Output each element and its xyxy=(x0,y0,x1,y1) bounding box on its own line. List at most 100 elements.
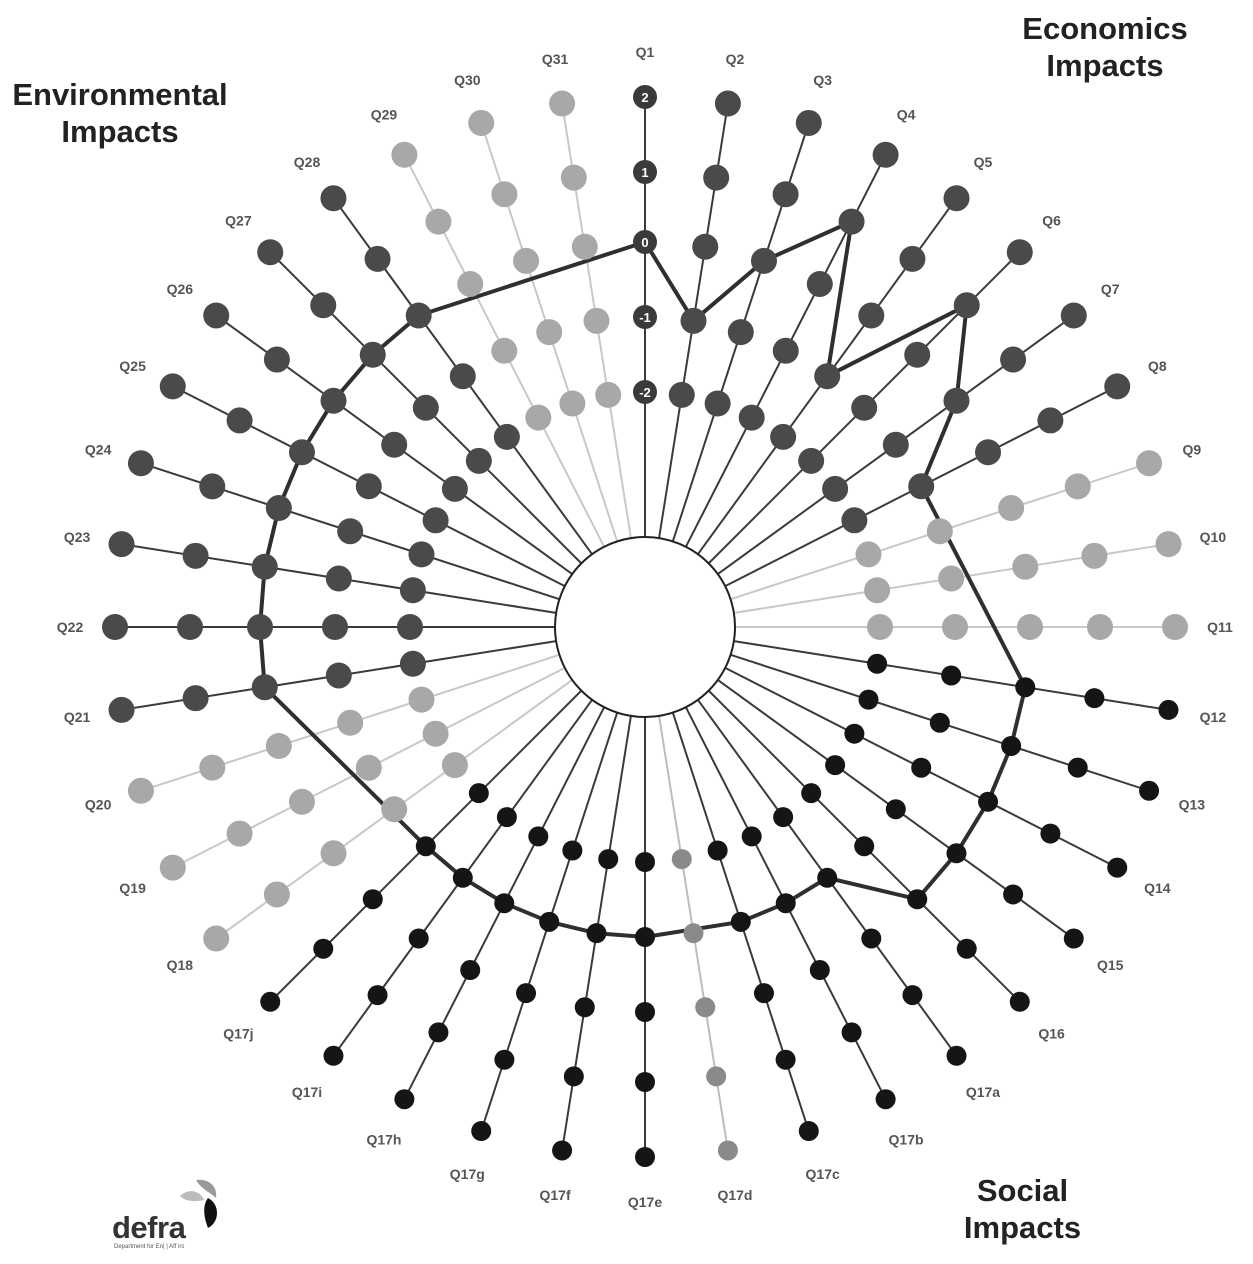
spoke-label-q12: Q12 xyxy=(1200,709,1227,725)
dot-q6-level-0 xyxy=(904,341,931,368)
spoke-label-q17e: Q17e xyxy=(628,1194,662,1210)
dot-q11-level-2 xyxy=(1162,614,1188,640)
dot-q15-level--2 xyxy=(825,755,846,776)
spoke-label-q10: Q10 xyxy=(1200,529,1227,545)
dot-q14-level--2 xyxy=(844,723,865,744)
dot-q6-level--1 xyxy=(851,394,878,421)
spoke-label-q18: Q18 xyxy=(167,957,194,973)
dot-q4-level--1 xyxy=(772,337,799,364)
dot-q8-level-1 xyxy=(1037,407,1064,434)
spoke-label-q31: Q31 xyxy=(542,51,569,67)
dot-q26-level-0 xyxy=(320,387,347,414)
dot-q17e-level-0 xyxy=(635,1002,655,1022)
dot-q17c-level-2 xyxy=(798,1121,819,1142)
environmental-impacts-label: Environmental Impacts xyxy=(5,76,235,150)
spoke-label-q25: Q25 xyxy=(119,358,146,374)
scale-label-1: 1 xyxy=(641,165,648,180)
dot-q26-level--1 xyxy=(381,431,408,458)
spoke-label-q6: Q6 xyxy=(1042,212,1061,228)
dot-q17i-level--2 xyxy=(496,807,517,828)
dot-q10-level-0 xyxy=(1012,553,1039,580)
dot-q22-level--1 xyxy=(322,614,348,640)
dot-q13-level-2 xyxy=(1139,780,1160,801)
dot-q17a-level-2 xyxy=(946,1045,967,1066)
spoke-label-q4: Q4 xyxy=(897,107,916,123)
dot-q25-level--2 xyxy=(422,507,449,534)
dot-q18-level-0 xyxy=(320,840,347,867)
dot-q29-level-1 xyxy=(425,208,452,235)
dot-q24-level--1 xyxy=(337,518,364,545)
spoke-label-q17c: Q17c xyxy=(806,1166,840,1182)
dot-q17j-level-2 xyxy=(260,991,281,1012)
dot-q18-level--2 xyxy=(441,752,468,779)
dot-q17e-level-1 xyxy=(635,1072,655,1092)
dot-q14-level-1 xyxy=(1040,823,1061,844)
defra-logo: defra Department for En| | Aff irs xyxy=(112,1176,242,1264)
dot-q17g-level--1 xyxy=(539,911,560,932)
dot-q18-level-1 xyxy=(263,881,290,908)
spoke-label-q19: Q19 xyxy=(119,880,146,896)
dot-q17e-level-2 xyxy=(635,1147,655,1167)
dot-q17b-level-1 xyxy=(841,1022,862,1043)
dot-q29-level--2 xyxy=(525,404,552,431)
dot-q24-level--2 xyxy=(408,541,435,568)
social-label-line1: Social xyxy=(976,1173,1069,1208)
spoke-label-q17h: Q17h xyxy=(366,1131,401,1147)
dot-q12-level--2 xyxy=(867,653,888,674)
dot-q11-level--2 xyxy=(867,614,893,640)
dot-q17i-level-0 xyxy=(408,928,429,949)
dot-q25-level--1 xyxy=(355,473,382,500)
dot-q17f-level-1 xyxy=(563,1066,584,1087)
dot-q17f-level--2 xyxy=(598,849,619,870)
dot-q19-level--2 xyxy=(422,720,449,747)
dot-q17h-level--2 xyxy=(528,826,549,847)
dot-q17b-level--1 xyxy=(775,893,796,914)
dot-q20-level-2 xyxy=(127,777,154,804)
spoke-label-q17i: Q17i xyxy=(292,1084,322,1100)
dot-q16-level--2 xyxy=(801,783,822,804)
dot-q14-level--1 xyxy=(911,757,932,778)
dot-q4-level-0 xyxy=(806,270,833,297)
dot-q9-level--1 xyxy=(926,518,953,545)
dot-q1-level-1 xyxy=(633,160,657,184)
dot-q6-level-1 xyxy=(953,292,980,319)
dot-q9-level-1 xyxy=(1064,473,1091,500)
dot-q23-level-2 xyxy=(108,531,135,558)
dot-q28-level--2 xyxy=(493,423,520,450)
spoke-label-q16: Q16 xyxy=(1038,1026,1065,1042)
dot-q7-level--1 xyxy=(882,431,909,458)
dot-q8-level-2 xyxy=(1104,373,1131,400)
dot-q18-level-2 xyxy=(203,925,230,952)
dot-q24-level-2 xyxy=(127,450,154,477)
dot-q29-level-0 xyxy=(457,270,484,297)
spoke-label-q11: Q11 xyxy=(1207,619,1233,635)
dot-q27-level--1 xyxy=(412,394,439,421)
dot-q21-level--2 xyxy=(399,650,426,677)
dot-q15-level-2 xyxy=(1063,928,1084,949)
dot-q27-level-2 xyxy=(257,239,284,266)
dot-q17j-level-1 xyxy=(313,938,334,959)
dot-q24-level-1 xyxy=(199,473,226,500)
spoke-label-q5: Q5 xyxy=(974,154,993,170)
dot-q12-level-2 xyxy=(1158,699,1179,720)
scale-label-0: 0 xyxy=(641,235,648,250)
dot-q31-level--1 xyxy=(583,307,610,334)
dot-q22-level-0 xyxy=(247,614,273,640)
spoke-label-q1: Q1 xyxy=(636,44,655,60)
scale-label--2: -2 xyxy=(639,385,651,400)
dot-q17f-level--1 xyxy=(586,923,607,944)
dot-q25-level-1 xyxy=(226,407,253,434)
dot-q22-level-1 xyxy=(177,614,203,640)
dot-q13-level-1 xyxy=(1067,757,1088,778)
dot-q22-level--2 xyxy=(397,614,423,640)
economics-impacts-label: Economics Impacts xyxy=(1000,10,1210,84)
spoke-label-q21: Q21 xyxy=(64,709,91,725)
dot-q19-level--1 xyxy=(355,754,382,781)
dot-q26-level--2 xyxy=(441,475,468,502)
dot-q6-level-2 xyxy=(1006,239,1033,266)
dot-q17b-level-0 xyxy=(809,960,830,981)
dot-q9-level-0 xyxy=(998,495,1025,522)
dot-q14-level-0 xyxy=(978,791,999,812)
dot-q20-level-1 xyxy=(199,754,226,781)
dot-q23-level-0 xyxy=(251,553,278,580)
